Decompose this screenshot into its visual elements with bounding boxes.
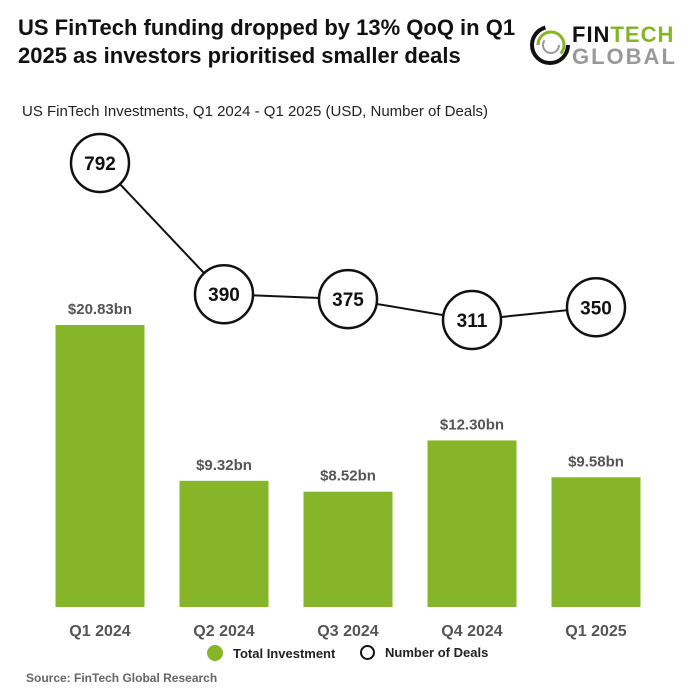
x-tick-label-2: Q2 2024 bbox=[193, 623, 254, 640]
deals-marker-4 bbox=[441, 289, 503, 351]
legend-bar-swatch bbox=[207, 645, 223, 661]
fintech-global-logo: FINTECH GLOBAL bbox=[530, 20, 690, 70]
deals-marker-2 bbox=[193, 263, 255, 325]
legend-number-of-deals: Number of Deals bbox=[360, 645, 488, 660]
bar-3 bbox=[303, 491, 393, 607]
deals-label-5: 350 bbox=[580, 298, 612, 319]
bar-label-5: $9.58bn bbox=[568, 453, 624, 470]
bar-5 bbox=[551, 477, 641, 607]
bar-label-3: $8.52bn bbox=[320, 468, 376, 485]
deals-label-1: 792 bbox=[84, 154, 116, 175]
chart-subtitle: US FinTech Investments, Q1 2024 - Q1 202… bbox=[22, 103, 489, 120]
legend-total-investment: Total Investment bbox=[207, 645, 335, 661]
deals-marker-1 bbox=[69, 132, 131, 194]
logo-ring-icon bbox=[530, 25, 570, 65]
chart-title: US FinTech funding dropped by 13% QoQ in… bbox=[18, 15, 516, 68]
bar-label-2: $9.32bn bbox=[196, 457, 252, 474]
deals-label-3: 375 bbox=[332, 290, 364, 311]
deals-marker-3 bbox=[317, 268, 379, 330]
x-tick-label-4: Q4 2024 bbox=[441, 623, 502, 640]
bar-2 bbox=[179, 480, 269, 607]
x-tick-label-3: Q3 2024 bbox=[317, 623, 378, 640]
source-note: Source: FinTech Global Research bbox=[26, 671, 218, 685]
bar-1 bbox=[55, 324, 145, 607]
bar-label-1: $20.83bn bbox=[68, 301, 132, 318]
x-tick-label-1: Q1 2024 bbox=[69, 623, 130, 640]
deals-label-2: 390 bbox=[208, 285, 240, 306]
x-tick-label-5: Q1 2025 bbox=[565, 623, 626, 640]
legend-circle-swatch bbox=[360, 645, 375, 660]
bar-4 bbox=[427, 440, 517, 607]
deals-marker-5 bbox=[565, 277, 627, 338]
bar-label-4: $12.30bn bbox=[440, 416, 504, 433]
deals-label-4: 311 bbox=[457, 311, 488, 332]
